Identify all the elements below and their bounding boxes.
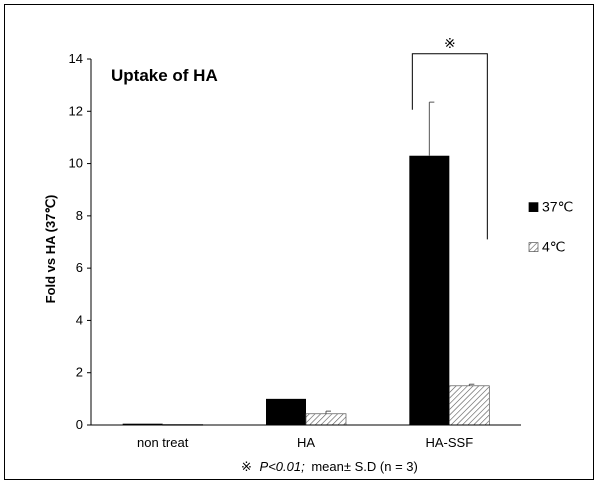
x-tick-label: non treat: [137, 435, 189, 450]
bar-series-1: [266, 398, 306, 425]
legend-swatch: [528, 202, 539, 212]
bar-series-2: [305, 413, 347, 426]
y-tick-label: 14: [69, 51, 83, 66]
x-axis-labels: non treat HA HA-SSF: [137, 435, 473, 450]
x-tick-label: HA: [297, 435, 315, 450]
significance-symbol: ※: [444, 35, 456, 51]
y-tick-label: 6: [76, 260, 83, 275]
footnote-p-value: P<0.01;: [260, 459, 306, 474]
x-tick-label: HA-SSF: [425, 435, 473, 450]
footnote-rest: mean± S.D (n = 3): [311, 459, 417, 474]
y-tick-label: 12: [69, 103, 83, 118]
y-tick-label: 2: [76, 365, 83, 380]
chart-title: Uptake of HA: [111, 66, 218, 85]
bar-series-1: [409, 155, 450, 425]
footnote-symbol: ※: [241, 459, 252, 474]
y-tick-label: 10: [69, 156, 83, 171]
significance-line: [411, 53, 488, 240]
legend-swatch: [528, 242, 539, 252]
y-axis-label: Fold vs HA (37℃): [43, 195, 58, 304]
significance-bracket: ※: [411, 35, 488, 240]
bars-group: [122, 155, 490, 426]
legend-label: 4℃: [542, 239, 566, 255]
bar-series-1: [122, 423, 163, 425]
chart-frame: Uptake of HA Fold vs HA (37℃) 0 2 4 6 8 10 12 1…: [4, 4, 594, 480]
bar-series-2: [448, 385, 490, 426]
bar-chart: Uptake of HA Fold vs HA (37℃) 0 2 4 6 8 10 12 1…: [43, 35, 573, 474]
legend-label: 37℃: [542, 199, 573, 215]
error-bars-group: [325, 101, 475, 414]
legend: 37℃ 4℃: [528, 199, 573, 255]
y-axis: 0 2 4 6 8 10 12 14: [69, 51, 91, 432]
axes: [90, 59, 521, 426]
y-tick-label: 0: [76, 417, 83, 432]
y-tick-label: 4: [76, 312, 83, 327]
footnote: ※ P<0.01; mean± S.D (n = 3): [241, 459, 418, 474]
y-tick-label: 8: [76, 208, 83, 223]
